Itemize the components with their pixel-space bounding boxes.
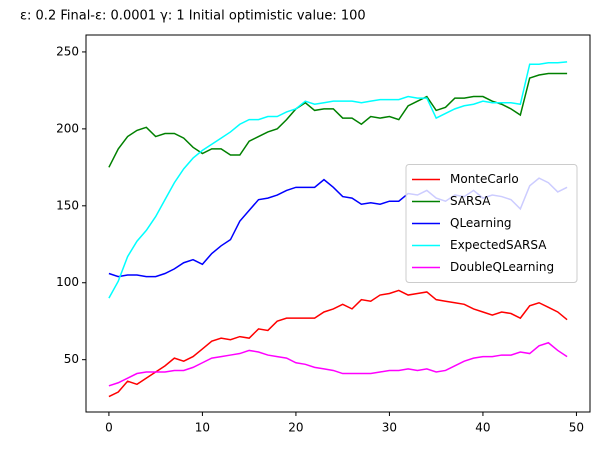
legend-label: DoubleQLearning [450, 260, 554, 274]
series-line [108, 61, 568, 299]
y-tick-label: 200 [56, 121, 79, 135]
legend-box [405, 164, 578, 283]
x-tick-label: 30 [382, 421, 397, 435]
series-line [108, 289, 568, 398]
x-tick-label: 40 [475, 421, 490, 435]
legend-label: QLearning [450, 216, 512, 230]
chart-title: ε: 0.2 Final-ε: 0.0001 γ: 1 Initial opti… [20, 9, 366, 24]
x-tick-label: 0 [105, 421, 113, 435]
series-line [108, 341, 568, 387]
legend-label: MonteCarlo [450, 172, 519, 186]
legend-label: SARSA [450, 194, 491, 208]
y-tick-label: 250 [56, 44, 79, 58]
y-tick-label: 50 [64, 352, 79, 366]
x-tick-label: 20 [288, 421, 303, 435]
y-tick-label: 100 [56, 275, 79, 289]
axes-frame [85, 34, 591, 413]
series-line [108, 72, 568, 168]
x-tick-label: 10 [195, 421, 210, 435]
legend: MonteCarlo SARSA QLearning ExpectedSARSA Dou… [405, 164, 578, 283]
x-tick-label: 50 [569, 421, 584, 435]
y-tick-label: 150 [56, 198, 79, 212]
legend-label: ExpectedSARSA [450, 238, 547, 252]
